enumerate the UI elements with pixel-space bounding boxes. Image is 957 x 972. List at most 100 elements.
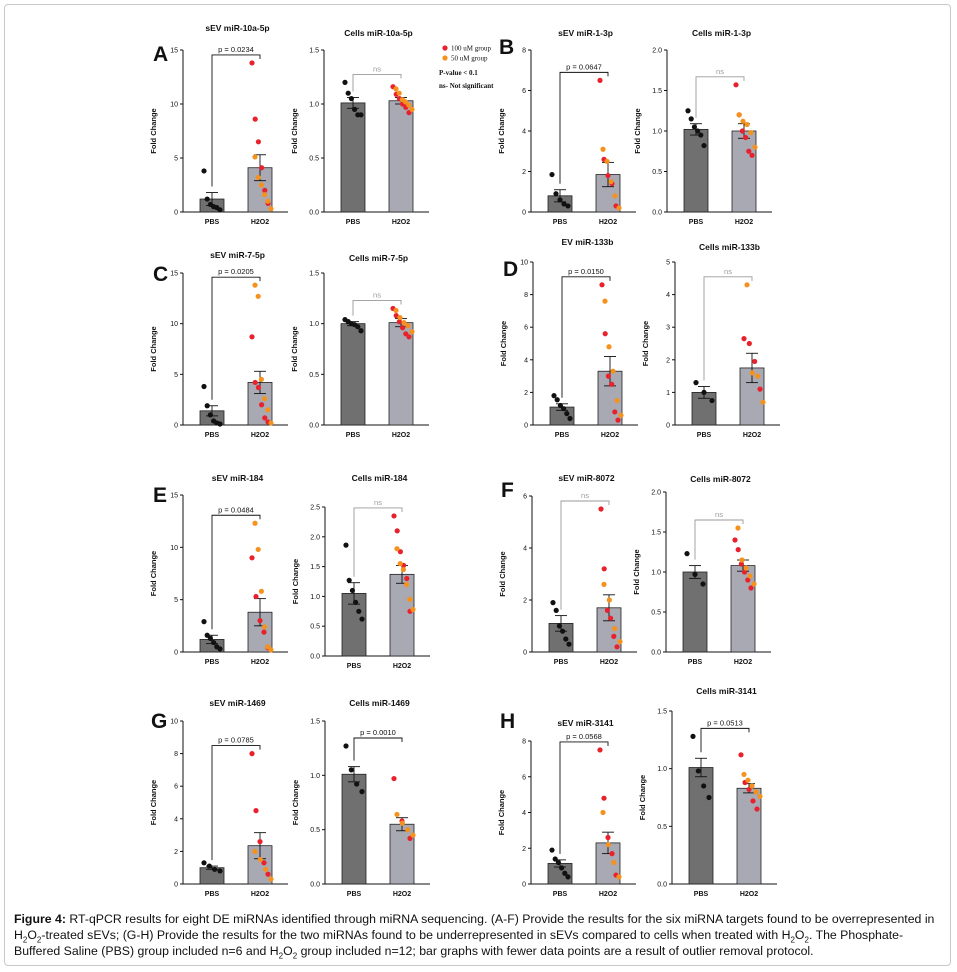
chart-title: sEV miR-8072 xyxy=(558,473,614,483)
y-tick-label: 2 xyxy=(522,846,526,853)
point-100uM xyxy=(397,549,403,555)
x-category-label: H2O2 xyxy=(392,432,410,439)
point-50uM xyxy=(403,99,409,105)
bar-h2o2 xyxy=(389,823,415,885)
chart-title: sEV miR-1-3p xyxy=(558,28,613,38)
point-50uM xyxy=(745,777,751,783)
point-100uM xyxy=(255,384,261,391)
chart-title: sEV miR-3141 xyxy=(557,718,613,728)
significance-label: ns xyxy=(581,491,589,500)
point-pbs xyxy=(690,733,696,739)
y-tick-label: 1.0 xyxy=(309,321,319,328)
point-50uM xyxy=(258,182,264,188)
point-100uM xyxy=(738,561,745,567)
point-100uM xyxy=(601,566,607,572)
point-50uM xyxy=(396,90,402,96)
y-tick-label: 0.5 xyxy=(309,372,319,379)
point-50uM xyxy=(257,856,263,863)
legend-label: 50 uM group xyxy=(451,55,488,63)
point-50uM xyxy=(748,130,754,136)
chart-sev-mir-10a-5p: sEV miR-10a-5p 0 5 10 15 Fold Change PBS H2O2 p … xyxy=(149,23,288,226)
point-100uM xyxy=(609,851,615,857)
chart-sev-mir-3141: sEV miR-3141 0 2 4 6 8 Fold Change PBS H2O2 p = 0… xyxy=(497,718,636,898)
point-100uM xyxy=(739,128,746,134)
point-100uM xyxy=(253,808,259,814)
caption-text: RT-qPCR results for eight DE miRNAs iden… xyxy=(14,912,935,942)
point-100uM xyxy=(746,786,752,793)
point-50uM xyxy=(393,86,399,92)
point-100uM xyxy=(754,806,760,812)
significance-label: ns xyxy=(373,290,381,299)
bar-pbs xyxy=(683,128,709,213)
y-tick-label: 0.5 xyxy=(310,827,320,834)
point-100uM xyxy=(602,331,608,337)
point-pbs xyxy=(343,542,349,548)
y-tick-label: 0 xyxy=(174,882,178,889)
legend-ns-note: ns- Not significant xyxy=(439,82,494,90)
significance-label: p = 0.0647 xyxy=(566,62,602,71)
point-50uM xyxy=(601,581,607,588)
y-tick-label: 4 xyxy=(523,546,527,553)
point-pbs xyxy=(561,201,567,207)
chart-title: Cells miR-133b xyxy=(699,242,760,252)
significance-bracket xyxy=(694,519,744,560)
point-100uM xyxy=(733,82,739,88)
point-50uM xyxy=(393,307,399,314)
caption-subscript: 2 xyxy=(22,935,28,945)
y-tick-label: 0.5 xyxy=(310,624,320,631)
point-pbs xyxy=(549,171,555,178)
point-pbs xyxy=(554,397,560,403)
legend-label: 100 uM group xyxy=(451,45,492,53)
point-100uM xyxy=(743,134,749,141)
point-50uM xyxy=(265,407,271,413)
point-pbs xyxy=(355,324,361,330)
chart-cells-mir-8072: Cells miR-8072 0.0 0.5 1.0 1.5 2.0 Fold Change… xyxy=(632,474,771,666)
point-pbs xyxy=(557,402,564,409)
point-pbs xyxy=(567,415,573,422)
point-50uM xyxy=(608,179,614,185)
point-pbs xyxy=(559,865,565,871)
legend-pvalue-note: P-value < 0.1 xyxy=(439,69,478,77)
point-100uM xyxy=(608,615,614,621)
significance-label: p = 0.0205 xyxy=(218,267,254,276)
y-tick-label: 15 xyxy=(170,271,178,278)
chart-title: Cells miR-1469 xyxy=(349,698,410,708)
significance-bracket xyxy=(703,276,753,381)
point-pbs xyxy=(201,168,207,174)
y-axis-title: Fold Change xyxy=(149,326,158,371)
y-tick-label: 1.5 xyxy=(310,719,320,726)
y-tick-label: 2 xyxy=(174,849,178,856)
point-50uM xyxy=(409,329,415,335)
point-pbs xyxy=(343,743,349,749)
significance-bracket xyxy=(353,507,403,577)
point-pbs xyxy=(212,866,218,872)
point-50uM xyxy=(616,205,622,211)
point-50uM xyxy=(614,397,620,404)
point-50uM xyxy=(397,561,403,567)
bar-pbs xyxy=(340,102,366,213)
point-50uM xyxy=(400,566,406,573)
y-tick-label: 1.5 xyxy=(310,564,320,571)
y-tick-label: 0.5 xyxy=(652,169,662,176)
y-tick-label: 0.0 xyxy=(657,882,667,889)
y-axis-title: Fold Change xyxy=(498,551,507,596)
bar-h2o2 xyxy=(730,565,756,653)
caption-text: O xyxy=(27,928,37,942)
y-axis-title: Fold Change xyxy=(633,108,642,153)
point-pbs xyxy=(211,639,217,646)
point-100uM xyxy=(598,506,604,512)
y-axis-title: Fold Change xyxy=(290,326,299,371)
point-pbs xyxy=(358,328,364,334)
significance-bracket xyxy=(211,514,261,630)
point-100uM xyxy=(259,402,265,408)
y-tick-label: 2 xyxy=(666,357,670,364)
bar-h2o2 xyxy=(731,130,757,213)
y-axis-title: Fold Change xyxy=(641,321,650,366)
point-pbs xyxy=(204,196,210,202)
legend-swatch xyxy=(442,45,448,51)
point-pbs xyxy=(550,600,556,606)
y-tick-label: 0 xyxy=(174,423,178,430)
x-category-label: PBS xyxy=(347,891,362,898)
chart-title: sEV miR-10a-5p xyxy=(205,23,269,33)
